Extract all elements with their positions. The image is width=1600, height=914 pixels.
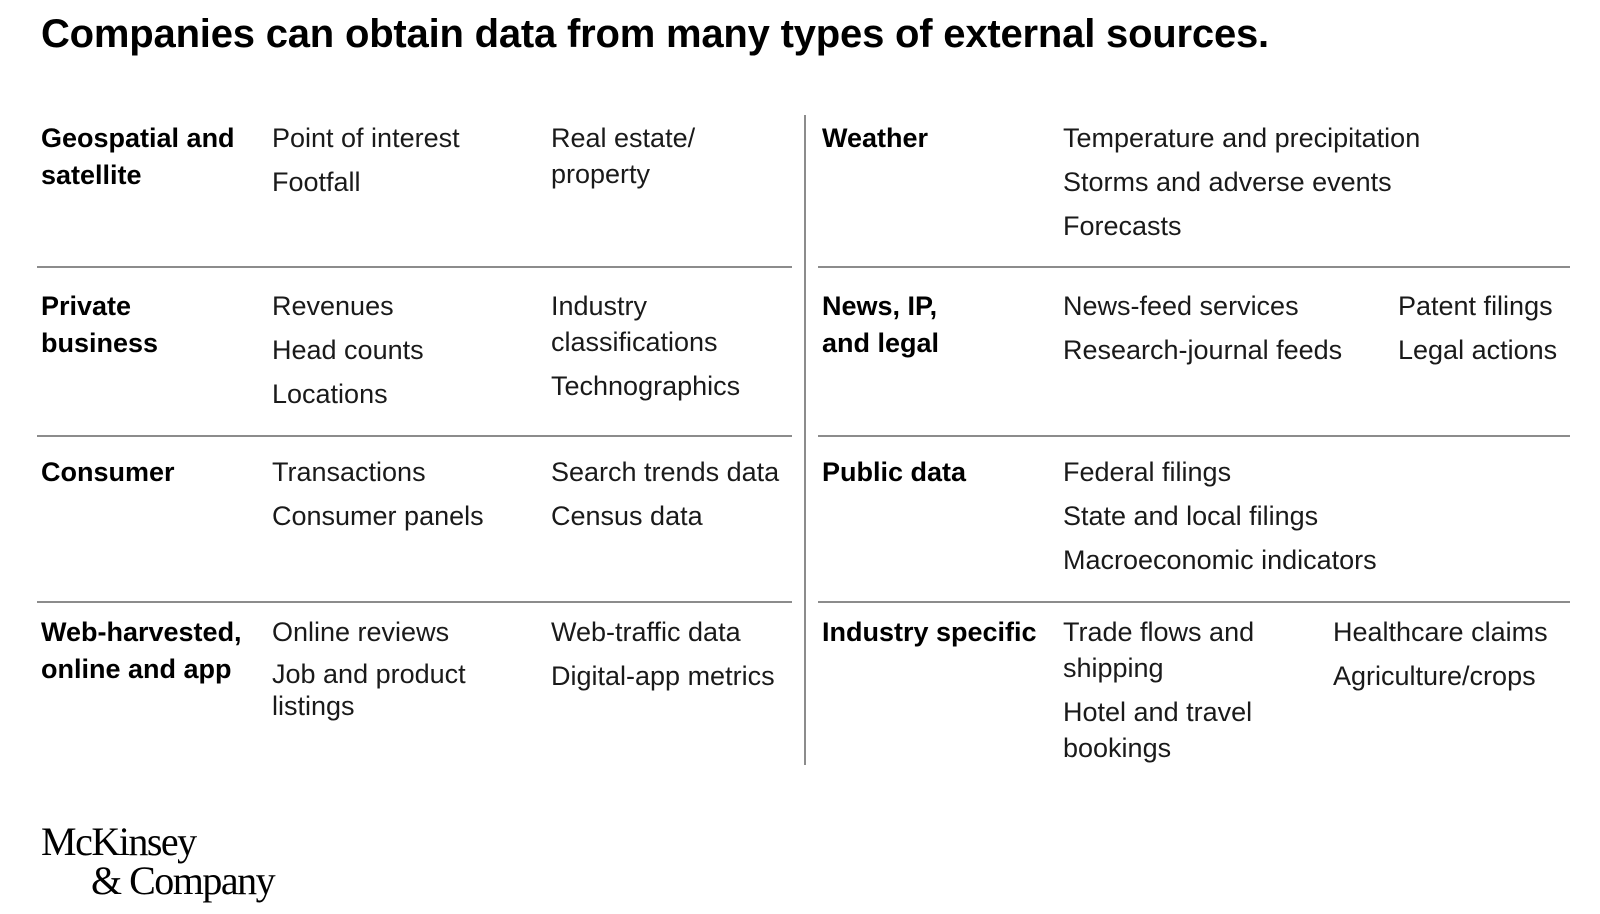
private-business-sources-col1: Revenues Head counts Locations (272, 288, 424, 420)
mckinsey-logo: McKinsey & Company (41, 819, 276, 903)
geospatial-sources-col1: Point of interest Footfall (272, 120, 460, 208)
source-item: Technographics (551, 371, 741, 401)
source-item: Federal filings (1063, 457, 1232, 487)
vertical-divider (804, 115, 806, 765)
source-item: Locations (272, 379, 388, 409)
source-item: Point of interest (272, 123, 460, 153)
source-item: Job and product listings (272, 659, 466, 721)
geospatial-sources-col2: Real estate/ property (551, 120, 695, 200)
source-item: Census data (551, 501, 703, 531)
category-industry-specific: Industry specific (822, 617, 1037, 647)
web-harvested-sources-col1: Online reviews Job and product listings (272, 614, 466, 730)
public-data-sources-col1: Federal filings State and local filings … (1063, 454, 1377, 586)
source-item: News-feed services (1063, 291, 1299, 321)
source-item: Consumer panels (272, 501, 484, 531)
row-divider-right-3 (818, 601, 1570, 603)
source-item: Industry classifications (551, 291, 718, 357)
source-item: Real estate/ property (551, 123, 696, 189)
source-item: Transactions (272, 457, 426, 487)
category-web-harvested: Web-harvested, online and app (41, 617, 242, 684)
source-item: Digital-app metrics (551, 661, 775, 691)
industry-specific-sources-col1: Trade flows and shipping Hotel and trave… (1063, 614, 1254, 774)
category-geospatial: Geospatial and satellite (41, 123, 235, 190)
source-item: Temperature and precipitation (1063, 123, 1421, 153)
source-item: Patent filings (1398, 291, 1553, 321)
row-divider-left-3 (37, 601, 792, 603)
private-business-sources-col2: Industry classifications Technographics (551, 288, 740, 412)
consumer-sources-col1: Transactions Consumer panels (272, 454, 484, 542)
weather-sources-col1: Temperature and precipitation Storms and… (1063, 120, 1420, 252)
row-divider-right-1 (818, 266, 1570, 268)
category-public-data: Public data (822, 457, 967, 487)
source-item: Healthcare claims (1333, 617, 1548, 647)
source-item: Storms and adverse events (1063, 167, 1392, 197)
source-item: Research-journal feeds (1063, 335, 1343, 365)
industry-specific-sources-col2: Healthcare claims Agriculture/crops (1333, 614, 1548, 702)
web-harvested-sources-col2: Web-traffic data Digital-app metrics (551, 614, 775, 702)
source-item: Trade flows and shipping (1063, 617, 1255, 683)
source-item: Hotel and travel bookings (1063, 697, 1253, 763)
source-item: Revenues (272, 291, 394, 321)
source-item: Legal actions (1398, 335, 1558, 365)
news-ip-legal-sources-col1: News-feed services Research-journal feed… (1063, 288, 1342, 376)
news-ip-legal-sources-col2: Patent filings Legal actions (1398, 288, 1557, 376)
source-item: Forecasts (1063, 211, 1182, 241)
source-item: Online reviews (272, 617, 450, 647)
source-item: Footfall (272, 167, 361, 197)
row-divider-left-1 (37, 266, 792, 268)
page-title: Companies can obtain data from many type… (41, 12, 1269, 56)
source-item: Head counts (272, 335, 424, 365)
category-consumer: Consumer (41, 457, 175, 487)
source-item: Web-traffic data (551, 617, 741, 647)
category-news-ip-legal: News, IP, and legal (822, 291, 940, 358)
source-item: State and local filings (1063, 501, 1319, 531)
row-divider-right-2 (818, 435, 1570, 437)
source-item: Macroeconomic indicators (1063, 545, 1377, 575)
row-divider-left-2 (37, 435, 792, 437)
consumer-sources-col2: Search trends data Census data (551, 454, 779, 542)
source-item: Agriculture/crops (1333, 661, 1536, 691)
category-private-business: Private business (41, 291, 159, 358)
category-weather: Weather (822, 123, 929, 153)
source-item: Search trends data (551, 457, 780, 487)
